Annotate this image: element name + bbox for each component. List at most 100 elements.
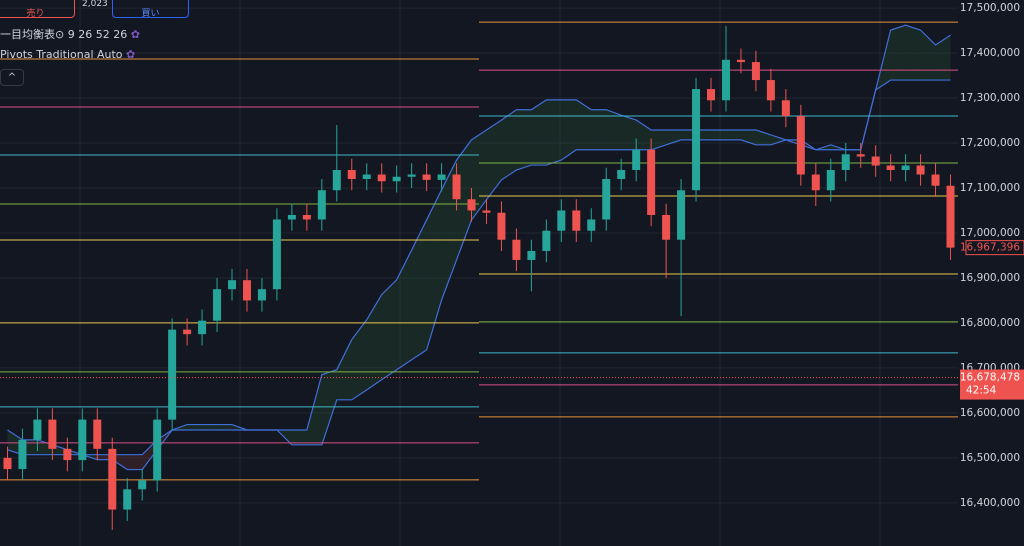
candle-body — [781, 100, 790, 117]
candle-body — [811, 174, 820, 191]
candle-body — [467, 199, 476, 211]
candle-body — [557, 210, 566, 231]
cloud-fill — [546, 99, 562, 166]
candle-body — [332, 170, 341, 191]
indicator-name: Pivots Traditional Auto — [0, 48, 123, 61]
y-tick-label: 17,300,000 — [960, 92, 1020, 104]
candle-body — [452, 174, 461, 200]
cloud-fill — [127, 454, 143, 470]
cloud-fill — [591, 109, 607, 150]
price-tag — [965, 240, 1024, 256]
candle-body — [362, 174, 371, 180]
y-tick-label: 16,800,000 — [960, 317, 1020, 329]
cloud-fill — [291, 429, 307, 445]
countdown: 42:54 — [966, 385, 997, 397]
candle-body — [48, 419, 57, 449]
candle-body — [751, 62, 760, 81]
candle-body — [138, 480, 147, 490]
candle-body — [662, 214, 671, 240]
candle-body — [123, 489, 132, 510]
buy-button[interactable]: 買い — [112, 0, 189, 19]
candle-body — [856, 154, 865, 157]
cloud-fill — [396, 250, 412, 370]
cloud-fill — [531, 99, 547, 166]
candle-body — [377, 174, 386, 182]
candle-body — [647, 149, 656, 215]
cloud-fill — [920, 30, 936, 81]
cloud-fill — [486, 120, 502, 200]
candle-body — [153, 419, 162, 481]
cloud-fill — [770, 134, 786, 145]
cloud-fill — [351, 319, 367, 400]
cloud-fill — [471, 129, 487, 220]
candle-body — [587, 219, 596, 231]
cloud-fill — [890, 25, 906, 81]
cloud-fill — [725, 129, 741, 140]
indicator-label[interactable]: 一目均衡表⊙ 9 26 52 26 ✿ — [0, 26, 140, 42]
price-axis — [958, 0, 1024, 546]
price-tag — [960, 369, 1024, 400]
settings-icon: ✿ — [130, 28, 140, 41]
cloud-fill — [411, 219, 427, 360]
cloud-fill — [381, 279, 397, 380]
candle-body — [347, 170, 356, 180]
candle-body — [736, 59, 745, 63]
candle-body — [617, 170, 626, 180]
candle-body — [901, 165, 910, 171]
candle-body — [766, 80, 775, 101]
y-tick-label: 17,100,000 — [960, 182, 1020, 194]
collapse-button[interactable]: ^ — [0, 69, 24, 86]
candle-body — [871, 156, 880, 166]
indicator-name: 一目均衡表⊙ 9 26 52 26 — [0, 28, 128, 41]
candle-body — [302, 214, 311, 220]
cloud-fill — [576, 99, 592, 150]
cloud-fill — [621, 115, 637, 150]
candle-body — [407, 174, 416, 177]
candle-body — [228, 280, 237, 290]
candle-body — [542, 230, 551, 251]
cloud-fill — [905, 25, 921, 81]
candle-body — [257, 289, 266, 301]
candle-body — [602, 179, 611, 220]
candle-body — [18, 439, 27, 470]
y-tick-label: 16,900,000 — [960, 272, 1020, 284]
candle-body — [946, 185, 955, 248]
candle-body — [422, 174, 431, 180]
cloud-fill — [606, 109, 622, 150]
price-tag-label: 16,967,396 — [960, 242, 1020, 254]
candle-body — [198, 320, 207, 335]
y-tick-label: 17,000,000 — [960, 227, 1020, 239]
cloud-fill — [935, 35, 951, 81]
candle-body — [3, 457, 12, 470]
indicator-label[interactable]: Pivots Traditional Auto ✿ — [0, 48, 135, 61]
cloud-fill — [366, 294, 382, 390]
cloud-fill — [306, 374, 322, 445]
cloud-line — [7, 24, 951, 471]
y-tick-label: 16,600,000 — [960, 407, 1020, 419]
candle-body — [482, 210, 491, 213]
cloud-line — [7, 79, 951, 456]
sell-button[interactable]: 売り — [0, 0, 75, 19]
candle-body — [632, 149, 641, 171]
candle-body — [677, 190, 686, 240]
cloud-fill — [561, 99, 577, 161]
candle-body — [886, 165, 895, 171]
candle-body — [63, 448, 72, 461]
candle-body — [796, 116, 805, 175]
candle-body — [707, 89, 716, 101]
cloud-fill — [516, 109, 532, 171]
candle-body — [183, 329, 192, 335]
y-tick-label: 17,200,000 — [960, 137, 1020, 149]
cloud-fill — [501, 109, 517, 180]
candle-body — [78, 419, 87, 461]
candle-body — [317, 190, 326, 220]
candle-body — [497, 212, 506, 240]
cloud-fill — [336, 339, 352, 400]
candle-body — [93, 419, 102, 449]
cloud-fill — [651, 129, 667, 150]
candle-body — [108, 448, 117, 510]
candle-body — [931, 174, 940, 186]
candle-body — [916, 165, 925, 175]
candle-body — [826, 170, 835, 191]
